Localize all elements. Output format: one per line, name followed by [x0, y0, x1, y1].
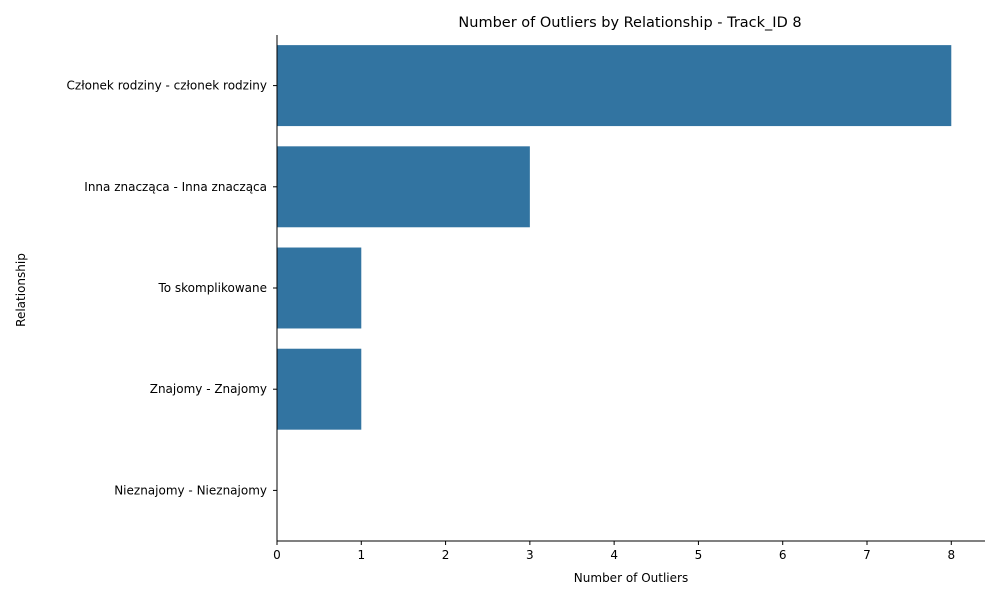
bar	[277, 45, 952, 127]
y-tick-label: Inna znacząca - Inna znacząca	[84, 180, 267, 194]
x-tick-label: 8	[947, 548, 955, 562]
x-tick-label: 4	[610, 548, 618, 562]
x-tick-label: 6	[779, 548, 787, 562]
x-axis-label: Number of Outliers	[574, 571, 688, 585]
x-tick-label: 2	[442, 548, 450, 562]
y-tick-label: To skomplikowane	[157, 281, 267, 295]
x-tick-label: 0	[273, 548, 281, 562]
y-tick-label: Członek rodziny - członek rodziny	[67, 79, 267, 93]
plot-area: 0 1 2 3 4 5 6 7 8 Członek rodziny - członek rodzi…	[67, 35, 985, 562]
y-tick-label: Znajomy - Znajomy	[150, 382, 267, 396]
x-tick-label: 5	[695, 548, 703, 562]
x-tick-label: 7	[863, 548, 871, 562]
x-tick-label: 1	[357, 548, 365, 562]
bar	[277, 247, 362, 329]
y-axis-label: Relationship	[14, 253, 28, 327]
x-tick-label: 3	[526, 548, 534, 562]
bar	[277, 146, 530, 228]
y-tick-label: Nieznajomy - Nieznajomy	[114, 483, 267, 497]
chart-title: Number of Outliers by Relationship - Tra…	[458, 15, 801, 31]
bar	[277, 348, 362, 430]
